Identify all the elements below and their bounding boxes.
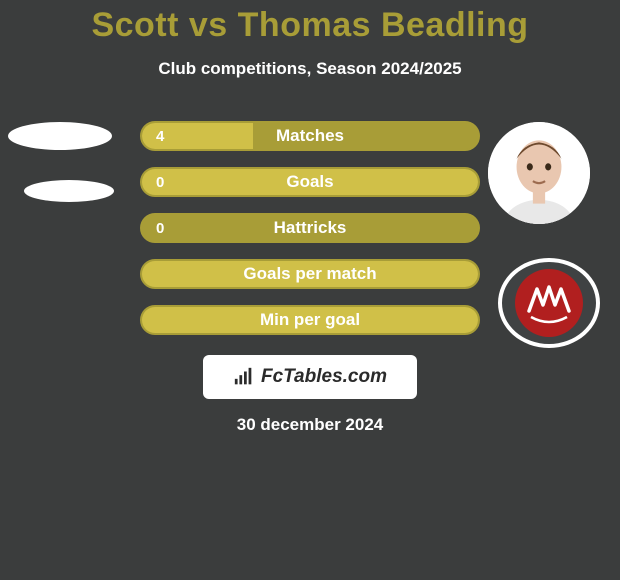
player-left-club-badge xyxy=(24,180,114,202)
player-left-avatar xyxy=(8,122,112,150)
stat-row: 4Matches xyxy=(140,121,480,151)
bar-chart-icon xyxy=(233,366,255,388)
player-right-avatar xyxy=(488,122,590,224)
club-badge-inner xyxy=(515,269,583,337)
stat-label: Goals xyxy=(142,172,478,192)
player-right-face-icon xyxy=(488,122,590,224)
subtitle: Club competitions, Season 2024/2025 xyxy=(0,59,620,79)
stat-bar: 0Hattricks xyxy=(140,213,480,243)
stat-label: Matches xyxy=(142,126,478,146)
stat-row: Min per goal xyxy=(140,305,480,335)
stat-row: Goals per match xyxy=(140,259,480,289)
stat-bar: 0Goals xyxy=(140,167,480,197)
club-badge-icon xyxy=(519,273,579,333)
stat-label: Min per goal xyxy=(142,310,478,330)
watermark-text: FcTables.com xyxy=(261,366,387,388)
stat-row: 0Goals xyxy=(140,167,480,197)
date-text: 30 december 2024 xyxy=(0,415,620,435)
watermark-box: FcTables.com xyxy=(203,355,417,399)
player-right-club-badge xyxy=(498,258,600,348)
stat-label: Goals per match xyxy=(142,264,478,284)
page-title: Scott vs Thomas Beadling xyxy=(0,0,620,45)
stat-bar: 4Matches xyxy=(140,121,480,151)
stat-row: 0Hattricks xyxy=(140,213,480,243)
comparison-card: Scott vs Thomas Beadling Club competitio… xyxy=(0,0,620,580)
stat-bar: Min per goal xyxy=(140,305,480,335)
stat-bar: Goals per match xyxy=(140,259,480,289)
stat-label: Hattricks xyxy=(142,218,478,238)
